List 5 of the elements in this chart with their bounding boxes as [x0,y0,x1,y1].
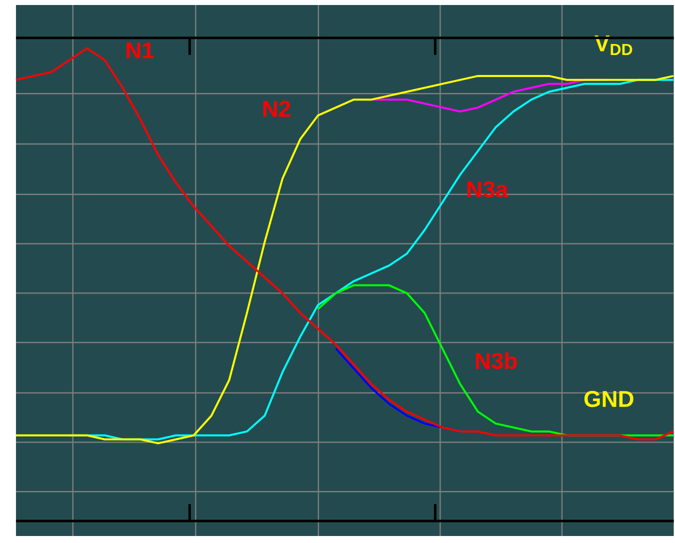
series-label: N3a [468,181,508,198]
series-label: N1 [126,42,154,58]
annotation: GND [584,390,634,408]
series-label: N2 [263,100,290,117]
series-label: N3b [476,352,517,370]
